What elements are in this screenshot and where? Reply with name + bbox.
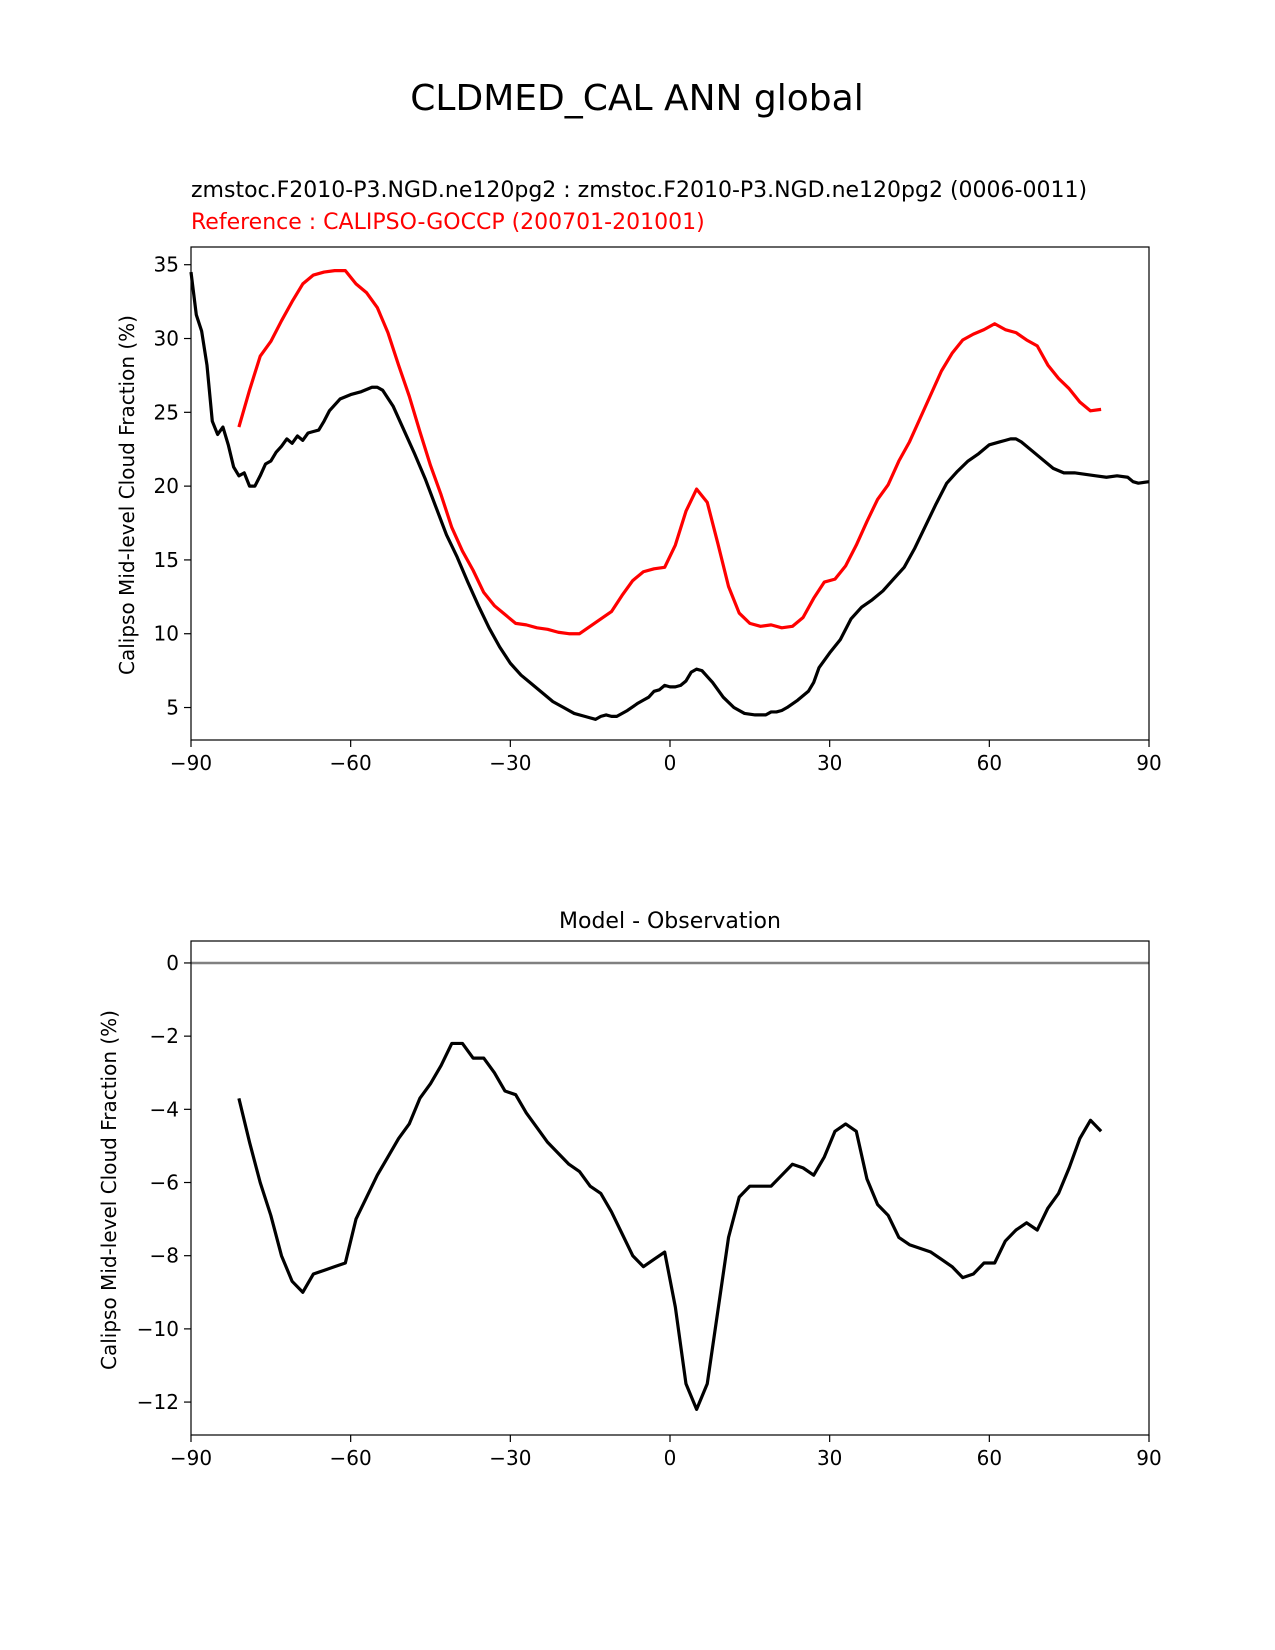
top-panel-ytick-label: 10 xyxy=(154,622,179,646)
bottom-panel-y-ticks: 0 −2 −4 −6 −8 −10 −12 xyxy=(137,951,191,1414)
top-panel-xtick-label: 0 xyxy=(664,751,677,775)
top-panel-reference-title: Reference : CALIPSO-GOCCP (200701-201001… xyxy=(191,210,705,235)
top-panel-frame xyxy=(190,246,1150,741)
bottom-panel-xtick-label: 30 xyxy=(817,1446,842,1470)
top-panel-plot-area xyxy=(189,269,1150,721)
top-panel-ytick-label: 20 xyxy=(154,474,179,498)
figure-title: CLDMED_CAL ANN global xyxy=(410,78,863,119)
top-panel-model-title: zmstoc.F2010-P3.NGD.ne120pg2 : zmstoc.F2… xyxy=(191,178,1087,203)
top-panel: zmstoc.F2010-P3.NGD.ne120pg2 : zmstoc.F2… xyxy=(115,178,1162,775)
bottom-panel-title: Model - Observation xyxy=(559,909,781,934)
bottom-panel-xtick-label: 60 xyxy=(977,1446,1002,1470)
bottom-panel-xtick-label: −60 xyxy=(330,1446,372,1470)
bottom-panel-xtick-label: −30 xyxy=(489,1446,531,1470)
top-panel-series-1-line xyxy=(237,269,1102,636)
bottom-panel-x-ticks: −90 −60 −30 0 30 60 90 xyxy=(170,1435,1162,1470)
bottom-panel-xtick-label: 90 xyxy=(1136,1446,1161,1470)
bottom-panel-ylabel: Calipso Mid-level Cloud Fraction (%) xyxy=(97,1010,121,1370)
bottom-panel-ytick-label: −10 xyxy=(137,1317,179,1341)
top-panel-xtick-label: 90 xyxy=(1136,751,1161,775)
bottom-panel-ytick-label: −8 xyxy=(150,1244,179,1268)
bottom-panel-xtick-label: 0 xyxy=(664,1446,677,1470)
top-panel-ylabel: Calipso Mid-level Cloud Fraction (%) xyxy=(115,315,139,675)
bottom-panel-ytick-label: −4 xyxy=(150,1097,179,1121)
bottom-panel-ytick-label: −12 xyxy=(137,1390,179,1414)
top-panel-ytick-label: 15 xyxy=(154,548,179,572)
top-panel-ytick-label: 35 xyxy=(154,253,179,277)
top-panel-xtick-label: 60 xyxy=(977,751,1002,775)
top-panel-series-0-line xyxy=(189,271,1150,721)
bottom-panel-frame xyxy=(190,940,1150,1436)
top-panel-x-ticks: −90 −60 −30 0 30 60 90 xyxy=(170,740,1162,775)
top-panel-ytick-label: 30 xyxy=(154,327,179,351)
top-panel-ytick-label: 5 xyxy=(166,696,179,720)
top-panel-ytick-label: 25 xyxy=(154,400,179,424)
bottom-panel-ytick-label: −6 xyxy=(150,1171,179,1195)
bottom-panel-plot-area xyxy=(191,961,1149,1411)
top-panel-xtick-label: −30 xyxy=(489,751,531,775)
bottom-panel: Model - Observation Calipso Mid-level Cl… xyxy=(97,909,1162,1470)
top-panel-xtick-label: 30 xyxy=(817,751,842,775)
top-panel-y-ticks: 5 10 15 20 25 30 35 xyxy=(154,253,191,720)
bottom-panel-xtick-label: −90 xyxy=(170,1446,212,1470)
bottom-panel-ytick-label: 0 xyxy=(166,951,179,975)
top-panel-xtick-label: −90 xyxy=(170,751,212,775)
bottom-panel-series-0-line xyxy=(237,1041,1103,1411)
bottom-panel-ytick-label: −2 xyxy=(150,1024,179,1048)
top-panel-xtick-label: −60 xyxy=(330,751,372,775)
